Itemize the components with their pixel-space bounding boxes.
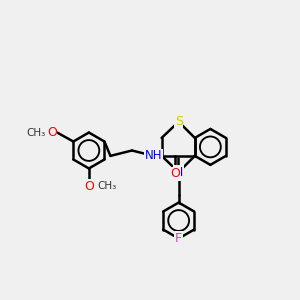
Text: CH₃: CH₃ [97, 182, 116, 191]
Text: O: O [47, 126, 57, 139]
Text: F: F [175, 232, 182, 245]
Text: NH: NH [145, 149, 162, 162]
Text: CH₃: CH₃ [26, 128, 45, 137]
Text: O: O [170, 167, 180, 180]
Text: S: S [175, 115, 183, 128]
Text: O: O [84, 180, 94, 193]
Text: N: N [174, 166, 183, 178]
